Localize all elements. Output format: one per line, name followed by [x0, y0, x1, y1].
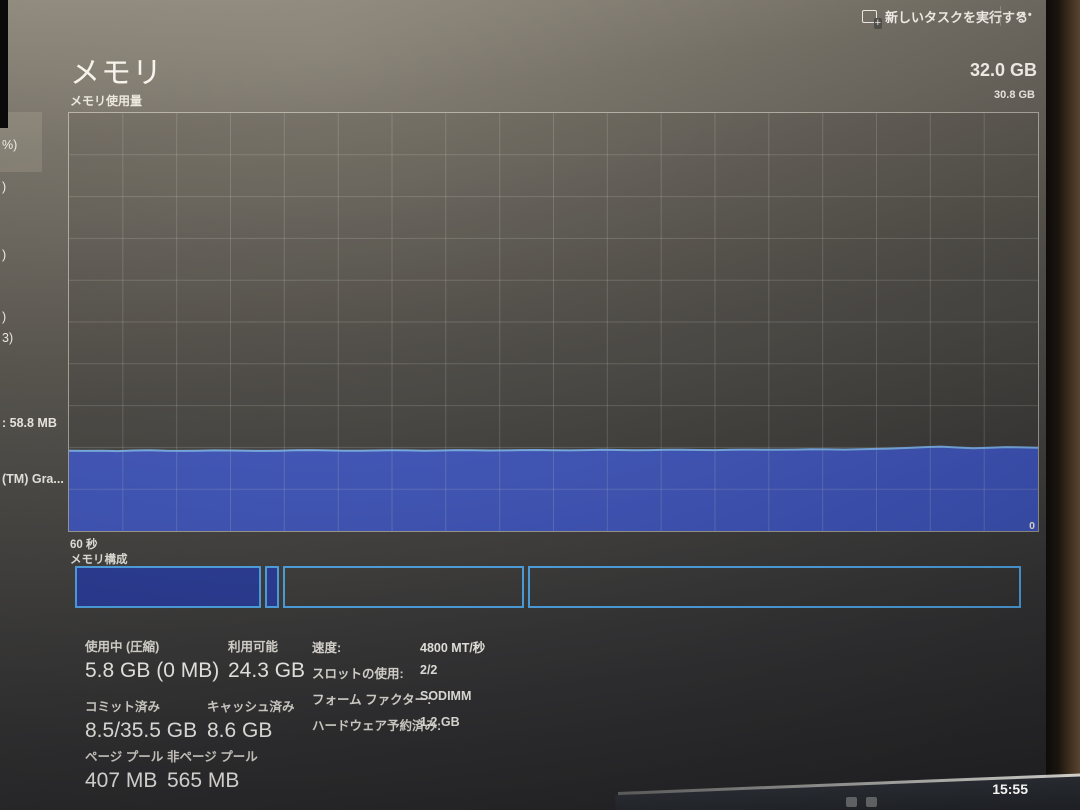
photo-corner-edge [0, 0, 8, 128]
sidebar-item-fragment[interactable]: (TM) Gra... [2, 472, 64, 486]
detail-form-factor-label: フォーム ファクター: [312, 693, 432, 707]
stat-available-value: 24.3 GB [228, 659, 306, 682]
sidebar-item-fragment[interactable]: : 58.8 MB [2, 416, 57, 430]
taskbar-icon[interactable] [866, 797, 877, 807]
detail-hw-reserved-label: ハードウェア予約済み: [312, 719, 442, 733]
memory-usage-graph [68, 112, 1039, 532]
detail-row-slots-used: スロットの使用: 2/2 [312, 663, 485, 682]
total-memory-capacity: 32.0 GB [969, 60, 1037, 80]
hardware-details: 速度: 4800 MT/秒 スロットの使用: 2/2 フォーム ファクター: S… [312, 637, 485, 741]
stat-in-use: 使用中 (圧縮) 5.8 GB (0 MB) [85, 636, 219, 683]
sidebar-item-fragment[interactable]: ) [2, 180, 7, 194]
stat-committed-value: 8.5/35.5 GB [85, 719, 198, 742]
composition-segment-free [528, 566, 1021, 608]
stat-cached-value: 8.6 GB [207, 719, 273, 742]
detail-hw-reserved-value: 1.2 GB [420, 715, 460, 729]
detail-slots-value: 2/2 [420, 663, 438, 677]
stat-non-paged-pool-label: 非ページ プール [167, 750, 258, 764]
taskbar-icons-fragment[interactable] [846, 797, 877, 807]
usage-graph-label: メモリ使用量 [70, 94, 143, 108]
graph-x-axis-right-label: 0 [1029, 520, 1035, 532]
run-new-task-button[interactable]: 新しいタスクを実行する [854, 3, 1036, 30]
memory-usage-area-chart [69, 113, 1038, 531]
stat-cached-label: キャッシュ済み [207, 700, 295, 714]
sidebar-item-fragment[interactable]: 3) [2, 331, 14, 345]
taskbar-icon[interactable] [846, 797, 857, 807]
page-title: メモリ [70, 57, 163, 90]
usage-graph-max-label: 30.8 GB [994, 89, 1035, 101]
composition-segment-modified [265, 566, 280, 608]
stat-paged-pool-label: ページ プール [85, 750, 164, 764]
stat-paged-pool-value: 407 MB [85, 769, 158, 792]
detail-slots-label: スロットの使用: [312, 667, 404, 681]
detail-row-speed: 速度: 4800 MT/秒 [312, 637, 485, 656]
stat-committed-label: コミット済み [85, 700, 161, 714]
stat-cached: キャッシュ済み 8.6 GB [207, 696, 295, 743]
memory-composition-bar [75, 566, 1035, 608]
composition-segment-in-use [75, 566, 262, 608]
detail-row-form-factor: フォーム ファクター: SODIMM [312, 689, 485, 708]
ellipsis-icon: ••• [1016, 9, 1034, 21]
stat-in-use-value: 5.8 GB (0 MB) [85, 659, 220, 682]
memory-composition-label: メモリ構成 [70, 554, 128, 566]
toolbar-divider [1000, 6, 1001, 26]
detail-speed-label: 速度: [312, 641, 342, 655]
stat-available: 利用可能 24.3 GB [228, 636, 305, 683]
detail-form-factor-value: SODIMM [420, 689, 472, 703]
stat-paged-pool: ページ プール 407 MB [85, 746, 163, 793]
sidebar-item-fragment[interactable]: ) [2, 310, 7, 324]
sidebar-item-fragment[interactable]: %) [2, 138, 18, 152]
stat-in-use-label: 使用中 (圧縮) [85, 640, 160, 654]
stat-non-paged-pool-value: 565 MB [167, 769, 240, 792]
graph-x-axis-left-label: 60 秒 [70, 539, 98, 551]
stat-available-label: 利用可能 [228, 640, 279, 654]
composition-segment-standby [283, 566, 525, 608]
stat-non-paged-pool: 非ページ プール 565 MB [167, 746, 258, 793]
photo-right-bezel [1046, 0, 1080, 810]
run-new-task-label: 新しいタスクを実行する [885, 10, 1029, 25]
more-options-button[interactable]: ••• [1008, 3, 1042, 27]
new-task-icon [862, 10, 882, 29]
detail-row-hardware-reserved: ハードウェア予約済み: 1.2 GB [312, 715, 485, 734]
sidebar-item-fragment[interactable]: ) [2, 248, 7, 262]
detail-speed-value: 4800 MT/秒 [420, 641, 486, 655]
taskbar-clock[interactable]: 15:55 [992, 781, 1028, 797]
stat-committed: コミット済み 8.5/35.5 GB [85, 696, 197, 743]
